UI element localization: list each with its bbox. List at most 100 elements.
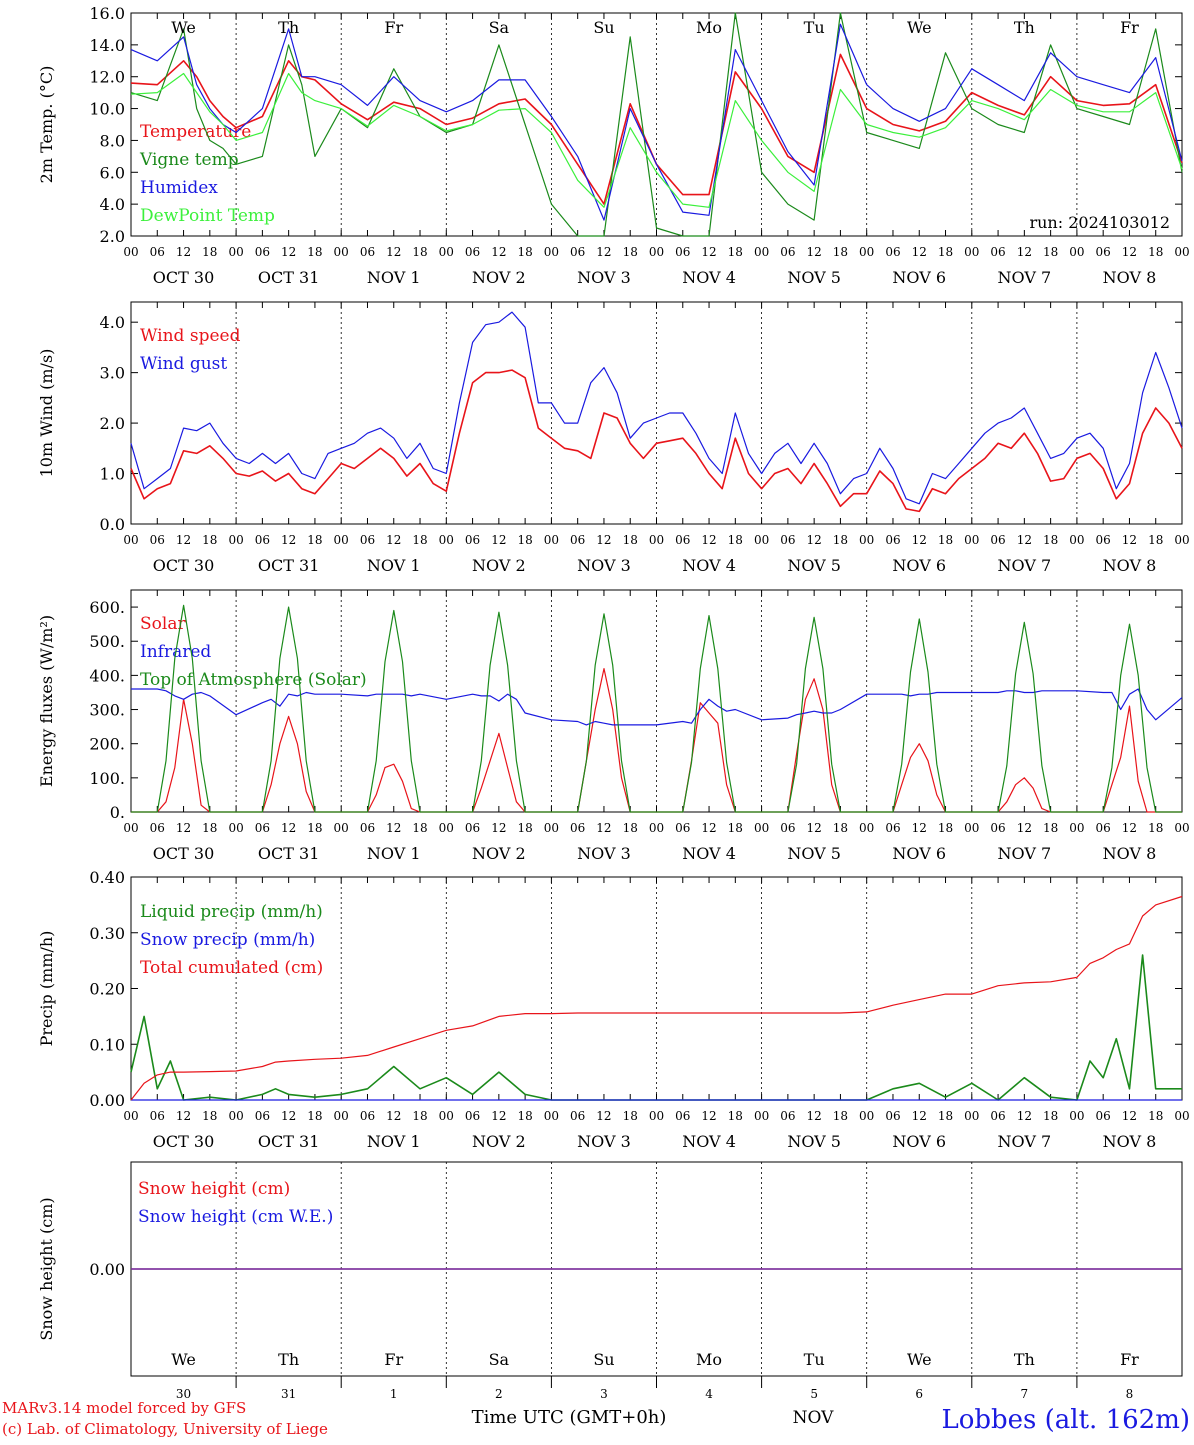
panel-2: 0.0 1.0 2.0 3.0 4.0 10m Wind (m/s) 00 06 12 18 00 0… [37, 301, 1190, 575]
ytick-label: 4.0 [100, 195, 125, 214]
hour-label: 18 [1148, 1109, 1163, 1123]
hour-label: 18 [1148, 245, 1163, 259]
weekday-label: We [171, 18, 196, 37]
hour-label: 06 [1096, 245, 1111, 259]
day-number: 6 [915, 1387, 923, 1401]
hour-label: 18 [833, 533, 848, 547]
hour-label: 12 [1017, 1109, 1032, 1123]
hour-label: 00 [649, 821, 664, 835]
hour-label: 00 [1174, 533, 1189, 547]
date-label: OCT 31 [258, 844, 319, 863]
hour-label: 06 [570, 245, 585, 259]
day-number: 2 [495, 1387, 503, 1401]
ytick-label: 0.10 [89, 1035, 125, 1054]
ytick-label: 100. [89, 769, 125, 788]
hour-label: 00 [544, 533, 559, 547]
weekday-label: Fr [1120, 18, 1139, 37]
legend-entry: Solar [140, 614, 186, 634]
hour-label: 12 [281, 533, 296, 547]
day-number: 30 [176, 1387, 191, 1401]
date-label: NOV 7 [998, 556, 1052, 575]
hour-label: 06 [885, 1109, 900, 1123]
legend-entry: Top of Atmosphere (Solar) [140, 670, 367, 690]
hour-label: 06 [150, 245, 165, 259]
weekday-label: Fr [384, 1350, 403, 1369]
hour-label: 06 [255, 533, 270, 547]
hour-label: 18 [412, 1109, 427, 1123]
hour-label: 06 [150, 821, 165, 835]
hour-label: 00 [1069, 821, 1084, 835]
date-label: NOV 1 [367, 1132, 421, 1151]
date-label: OCT 30 [153, 844, 214, 863]
date-label: NOV 7 [998, 268, 1052, 287]
hour-label: 06 [570, 533, 585, 547]
ytick-label: 14.0 [89, 36, 125, 55]
hour-label: 18 [307, 821, 322, 835]
date-label: NOV 5 [787, 844, 841, 863]
date-label: NOV 8 [1103, 268, 1157, 287]
date-label: NOV 3 [577, 268, 631, 287]
hour-label: 12 [701, 821, 716, 835]
hour-label: 12 [1122, 1109, 1137, 1123]
date-label: NOV 5 [787, 1132, 841, 1151]
hour-label: 06 [255, 245, 270, 259]
ytick-label: 0.00 [89, 1260, 125, 1279]
ytick-label: 400. [89, 666, 125, 685]
hour-label: 00 [123, 1109, 138, 1123]
ytick-label: 0.20 [89, 980, 125, 999]
hour-label: 12 [807, 1109, 822, 1123]
day-number: 8 [1126, 1387, 1134, 1401]
hour-label: 00 [649, 533, 664, 547]
hour-label: 06 [675, 821, 690, 835]
hour-label: 12 [701, 533, 716, 547]
date-label: OCT 31 [258, 1132, 319, 1151]
hour-label: 00 [1174, 245, 1189, 259]
series-line-vigne-temp [130, 12, 1183, 237]
weekday-label: Su [593, 1350, 614, 1369]
hour-label: 00 [228, 533, 243, 547]
date-label: NOV 6 [892, 1132, 946, 1151]
legend-entry: Total cumulated (cm) [140, 958, 323, 978]
legend-entry: Snow height (cm W.E.) [138, 1207, 333, 1227]
date-label: NOV 8 [1103, 844, 1157, 863]
hour-label: 06 [780, 533, 795, 547]
weekday-label: Th [1014, 1350, 1035, 1369]
ytick-label: 0.40 [89, 868, 125, 887]
ytick-label: 0.00 [89, 1091, 125, 1110]
hour-label: 00 [334, 1109, 349, 1123]
series-line-total-cumulated-cm- [130, 895, 1183, 1101]
hour-label: 06 [675, 533, 690, 547]
hour-label: 00 [754, 821, 769, 835]
hour-label: 18 [202, 821, 217, 835]
day-number: 4 [705, 1387, 713, 1401]
month-label: NOV [793, 1408, 835, 1428]
weekday-label: Sa [489, 18, 510, 37]
hour-label: 18 [307, 533, 322, 547]
hour-label: 18 [1148, 533, 1163, 547]
date-label: NOV 6 [892, 268, 946, 287]
weekday-label: Tu [804, 18, 825, 37]
hour-label: 00 [123, 821, 138, 835]
hour-label: 06 [780, 821, 795, 835]
hour-label: 12 [1122, 245, 1137, 259]
hour-label: 12 [491, 1109, 506, 1123]
hour-label: 12 [912, 821, 927, 835]
hour-label: 00 [859, 533, 874, 547]
hour-label: 18 [1043, 533, 1058, 547]
hour-label: 00 [544, 245, 559, 259]
date-label: NOV 2 [472, 268, 526, 287]
y-axis-label: Snow height (cm) [37, 1197, 56, 1340]
hour-label: 00 [1069, 533, 1084, 547]
hour-label: 06 [360, 245, 375, 259]
hour-label: 00 [859, 821, 874, 835]
hour-label: 06 [360, 533, 375, 547]
run-label: run: 2024103012 [1029, 213, 1170, 232]
panel-3: 0. 100. 200. 300. 400. 500. 600. Energy fluxes … [37, 589, 1190, 863]
ytick-label: 500. [89, 632, 125, 651]
hour-label: 12 [281, 821, 296, 835]
date-label: OCT 30 [153, 556, 214, 575]
hour-label: 18 [517, 821, 532, 835]
series-line-humidex [130, 23, 1183, 221]
hour-label: 12 [701, 1109, 716, 1123]
ytick-label: 0.0 [100, 515, 125, 534]
